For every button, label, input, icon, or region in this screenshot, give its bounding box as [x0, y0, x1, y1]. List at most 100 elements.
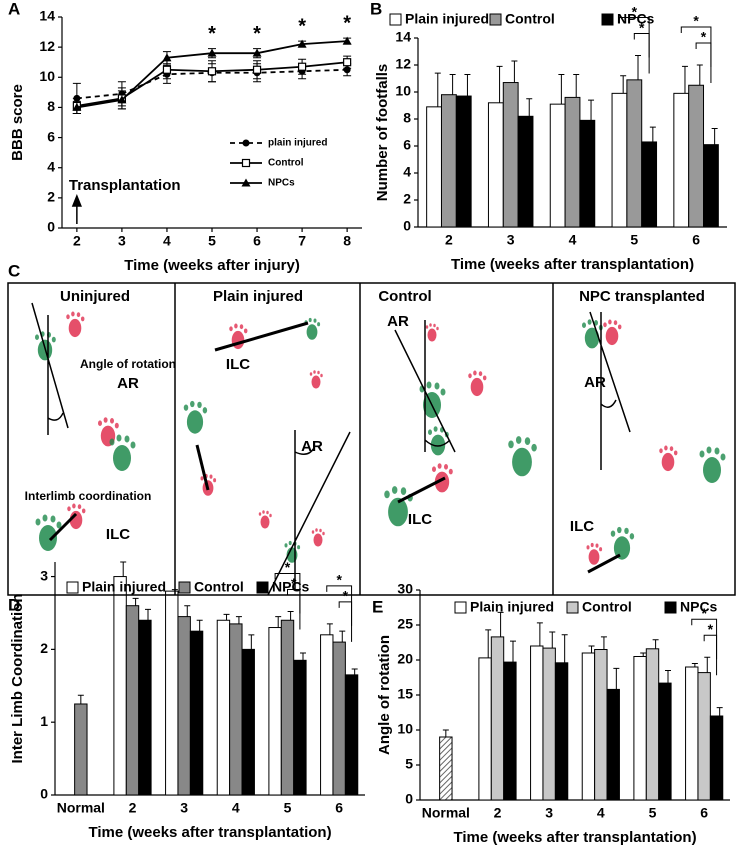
y-tick-label: 10 — [39, 68, 55, 84]
point — [343, 58, 352, 67]
significance-star: * — [701, 29, 707, 45]
footprint-toe — [262, 510, 265, 514]
guide-line — [31, 302, 69, 435]
footprint-toe — [309, 372, 313, 376]
footprint-toe — [297, 545, 301, 550]
error-bar — [681, 65, 688, 94]
y-tick-label: 2 — [403, 191, 411, 207]
y-tick-label: 0 — [405, 791, 413, 807]
y-tick-label: 12 — [39, 38, 55, 54]
footprint-toe — [42, 514, 48, 522]
error-bar — [588, 99, 595, 121]
x-tick-label: 4 — [597, 805, 605, 821]
footprint-toe — [610, 530, 616, 537]
error-bar — [665, 670, 671, 684]
point — [162, 53, 172, 62]
bar — [320, 634, 334, 796]
legend-swatch — [566, 601, 579, 614]
error-bar — [132, 597, 139, 606]
y-tick-label: 2 — [47, 189, 55, 205]
error-bar — [510, 640, 516, 663]
footprint — [113, 445, 131, 471]
footprint-toe — [76, 312, 81, 318]
footprint-toe — [468, 373, 472, 379]
x-tick-label: 5 — [630, 232, 638, 248]
bar — [490, 636, 505, 801]
error-bar — [716, 707, 723, 716]
x-tick-label: 3 — [118, 233, 126, 249]
significance-star: * — [701, 605, 707, 621]
footprint-toe — [659, 448, 663, 454]
footprint-toe — [35, 334, 39, 341]
footprint-toe — [317, 322, 321, 327]
y-tick-label: 0 — [40, 786, 48, 802]
footprint-toe — [624, 527, 629, 535]
error-bar — [196, 619, 203, 632]
footprint — [613, 536, 631, 560]
footprint-toe — [243, 328, 248, 334]
error-bar — [696, 64, 703, 86]
footprint-toe — [524, 437, 531, 445]
x-tick-label: 6 — [700, 805, 708, 821]
error-bar — [248, 634, 255, 650]
bar — [440, 94, 457, 228]
legend-label: Plain injured — [405, 11, 489, 27]
footprint-toe — [313, 370, 316, 374]
x-tick-label: 4 — [163, 233, 171, 249]
footprint-toe — [720, 453, 726, 461]
footprint-toe — [213, 478, 217, 483]
legend-swatch — [601, 13, 614, 26]
footprint-label: AR — [301, 438, 323, 455]
footprint-toe — [56, 521, 62, 529]
bar — [229, 623, 243, 796]
error-bar — [326, 623, 333, 635]
bar — [579, 119, 596, 228]
legend-swatch — [66, 581, 79, 594]
footprint-toe — [515, 436, 522, 444]
bar — [530, 645, 544, 801]
footprint-toe — [586, 545, 590, 550]
error-bar — [588, 645, 595, 653]
footprint-toe — [478, 371, 483, 377]
footprint — [388, 497, 408, 527]
significance-bracket — [633, 33, 650, 74]
error-bar — [573, 73, 580, 98]
guide-line — [589, 311, 631, 470]
significance-star: * — [336, 572, 342, 588]
ilc-line — [48, 512, 78, 542]
footprint-toe — [673, 450, 678, 456]
footprint-toe — [384, 490, 390, 499]
footprint-toe — [433, 323, 436, 328]
footprint-toe — [508, 440, 514, 449]
bar — [697, 672, 711, 801]
error-bar — [561, 634, 568, 663]
legend-swatch — [664, 601, 677, 614]
y-tick-label: 14 — [39, 8, 55, 24]
error-bar — [620, 75, 627, 94]
footprint-toe — [51, 336, 56, 343]
footprint-label: AR — [584, 374, 606, 391]
y-tick-label: 20 — [397, 651, 413, 667]
footprint-toe — [110, 418, 114, 424]
significance-bracket — [695, 42, 712, 83]
footprint — [470, 377, 484, 397]
error-bar — [613, 667, 620, 690]
legend-label: plain injured — [268, 138, 327, 149]
y-tick-label: 3 — [40, 567, 48, 583]
point — [342, 36, 352, 45]
bar — [113, 576, 127, 796]
y-tick-label: 0 — [47, 219, 55, 235]
panel-label: D — [8, 595, 20, 614]
footprint-toe — [482, 375, 487, 381]
error-bar — [235, 616, 242, 624]
error-bar — [339, 630, 346, 643]
bar — [709, 715, 724, 801]
footprint-toe — [311, 530, 315, 534]
footprint-label: AR — [117, 375, 139, 392]
x-axis-title: Time (weeks after transplantation) — [453, 829, 696, 846]
footprint-toe — [669, 446, 674, 452]
footprint-toe — [258, 512, 262, 516]
bar — [216, 619, 231, 796]
y-tick-label: 1 — [40, 713, 48, 729]
error-bar — [704, 656, 711, 673]
